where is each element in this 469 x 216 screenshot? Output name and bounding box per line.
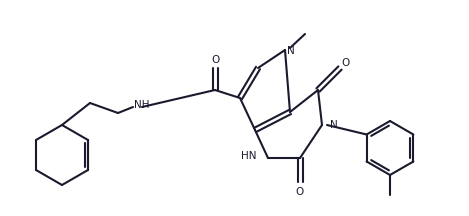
Text: O: O [341, 58, 349, 68]
Text: NH: NH [134, 100, 150, 110]
Text: O: O [296, 187, 304, 197]
Text: N: N [287, 46, 295, 56]
Text: O: O [211, 55, 219, 65]
Text: N: N [330, 120, 338, 130]
Text: HN: HN [241, 151, 256, 161]
